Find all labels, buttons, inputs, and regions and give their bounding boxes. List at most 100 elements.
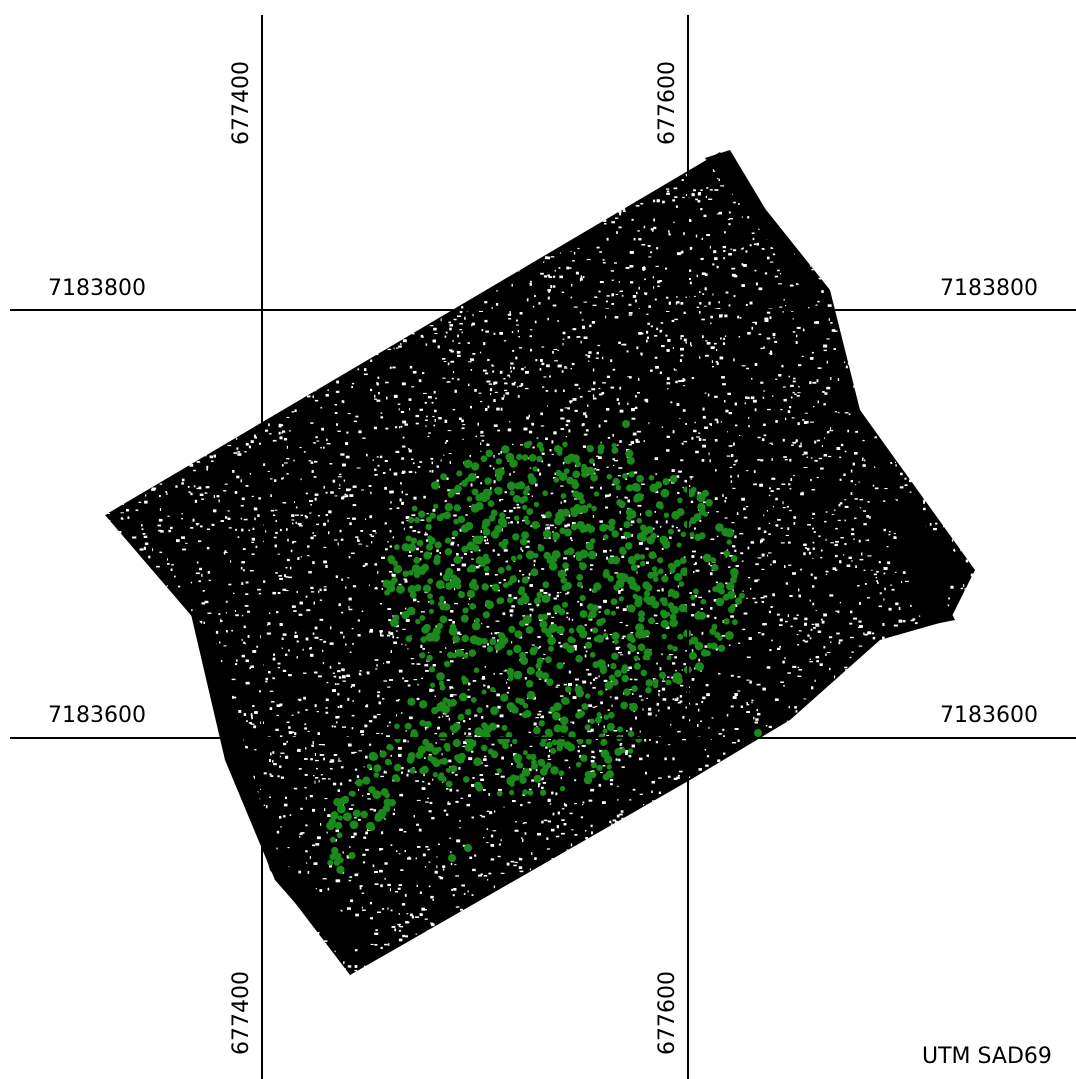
highlighted-point: [555, 469, 562, 477]
highlighted-point: [489, 638, 497, 646]
highlighted-point: [454, 484, 462, 493]
highlighted-point: [471, 621, 481, 631]
highlighted-point: [508, 625, 516, 634]
highlighted-point: [485, 449, 494, 458]
highlighted-point: [511, 706, 519, 714]
highlighted-point: [629, 606, 636, 613]
highlighted-point: [470, 462, 480, 471]
highlighted-point: [336, 865, 345, 874]
highlighted-point: [568, 627, 575, 634]
highlighted-point: [505, 731, 513, 739]
highlighted-point: [689, 532, 695, 538]
highlighted-point: [640, 669, 648, 677]
highlighted-point: [509, 789, 515, 796]
highlighted-point: [433, 503, 439, 509]
highlighted-point: [464, 735, 474, 744]
highlighted-point: [542, 529, 552, 539]
highlighted-point: [710, 557, 717, 563]
highlighted-point: [481, 722, 488, 729]
highlighted-point: [439, 512, 446, 519]
highlighted-point: [425, 523, 432, 531]
highlighted-point: [393, 763, 402, 772]
easting-label-top-2: 677600: [655, 61, 680, 145]
highlighted-point: [638, 615, 645, 623]
highlighted-point: [374, 813, 383, 822]
highlighted-point: [469, 603, 477, 610]
highlighted-point: [422, 584, 432, 593]
highlighted-point: [373, 772, 380, 778]
highlighted-point: [414, 517, 420, 523]
highlighted-point: [604, 681, 614, 690]
highlighted-point: [607, 556, 616, 565]
highlighted-point: [446, 503, 453, 510]
highlighted-point: [415, 618, 421, 625]
highlighted-point: [573, 504, 582, 512]
highlighted-point: [583, 775, 593, 785]
highlighted-point: [526, 753, 532, 760]
highlighted-point: [448, 854, 456, 862]
highlighted-point: [436, 746, 442, 752]
highlighted-point: [481, 744, 488, 752]
highlighted-point: [663, 512, 670, 518]
highlighted-point: [505, 565, 512, 571]
highlighted-point: [717, 635, 723, 641]
highlighted-point: [577, 738, 584, 745]
highlighted-point: [513, 515, 520, 521]
highlighted-point: [546, 678, 554, 686]
highlighted-point: [669, 618, 678, 628]
easting-label-top-1: 677400: [229, 61, 254, 145]
highlighted-point: [604, 608, 611, 616]
highlighted-point: [588, 610, 597, 619]
highlighted-point: [559, 724, 569, 733]
northing-label-right-1: 7183800: [940, 276, 1038, 301]
easting-label-bottom-2: 677600: [655, 971, 680, 1055]
highlighted-point: [443, 660, 451, 668]
highlighted-point: [574, 685, 583, 694]
highlighted-point: [578, 710, 585, 718]
highlighted-point: [449, 579, 458, 588]
highlighted-point: [420, 636, 427, 643]
highlighted-point: [500, 693, 509, 702]
highlighted-point: [416, 539, 424, 547]
highlighted-point: [514, 630, 523, 639]
highlighted-point: [711, 623, 718, 630]
highlighted-point: [581, 463, 587, 470]
highlighted-point: [496, 639, 506, 649]
highlighted-point: [589, 718, 595, 724]
highlighted-point: [348, 852, 356, 860]
highlighted-point: [629, 702, 638, 712]
highlighted-point: [450, 725, 459, 733]
highlighted-point: [443, 603, 451, 611]
highlighted-point: [615, 484, 622, 491]
highlighted-point: [394, 544, 400, 550]
highlighted-point: [576, 581, 583, 588]
highlighted-point: [614, 747, 623, 756]
highlighted-point: [512, 738, 518, 744]
highlighted-point: [337, 815, 343, 821]
highlighted-point: [673, 574, 681, 581]
highlighted-point: [447, 701, 453, 708]
highlighted-point: [490, 751, 499, 759]
highlighted-point: [502, 742, 509, 750]
highlighted-point: [457, 649, 465, 657]
highlighted-point: [548, 645, 554, 652]
highlighted-point: [611, 652, 619, 660]
highlighted-point: [539, 789, 547, 796]
highlighted-point: [525, 550, 535, 560]
highlighted-point: [470, 503, 480, 513]
highlighted-point: [585, 542, 594, 551]
highlighted-point: [507, 597, 514, 604]
highlighted-point: [517, 554, 523, 560]
highlighted-point: [530, 753, 537, 761]
highlighted-point: [427, 578, 434, 584]
highlighted-point: [672, 646, 678, 652]
highlighted-point: [460, 479, 468, 487]
highlighted-point: [382, 804, 391, 813]
highlighted-point: [552, 711, 561, 721]
highlighted-point: [468, 649, 477, 657]
highlighted-point: [404, 722, 412, 730]
highlighted-point: [576, 520, 585, 530]
survey-coverage-area: [105, 152, 975, 975]
highlighted-point: [658, 671, 667, 679]
highlighted-point: [620, 701, 628, 710]
